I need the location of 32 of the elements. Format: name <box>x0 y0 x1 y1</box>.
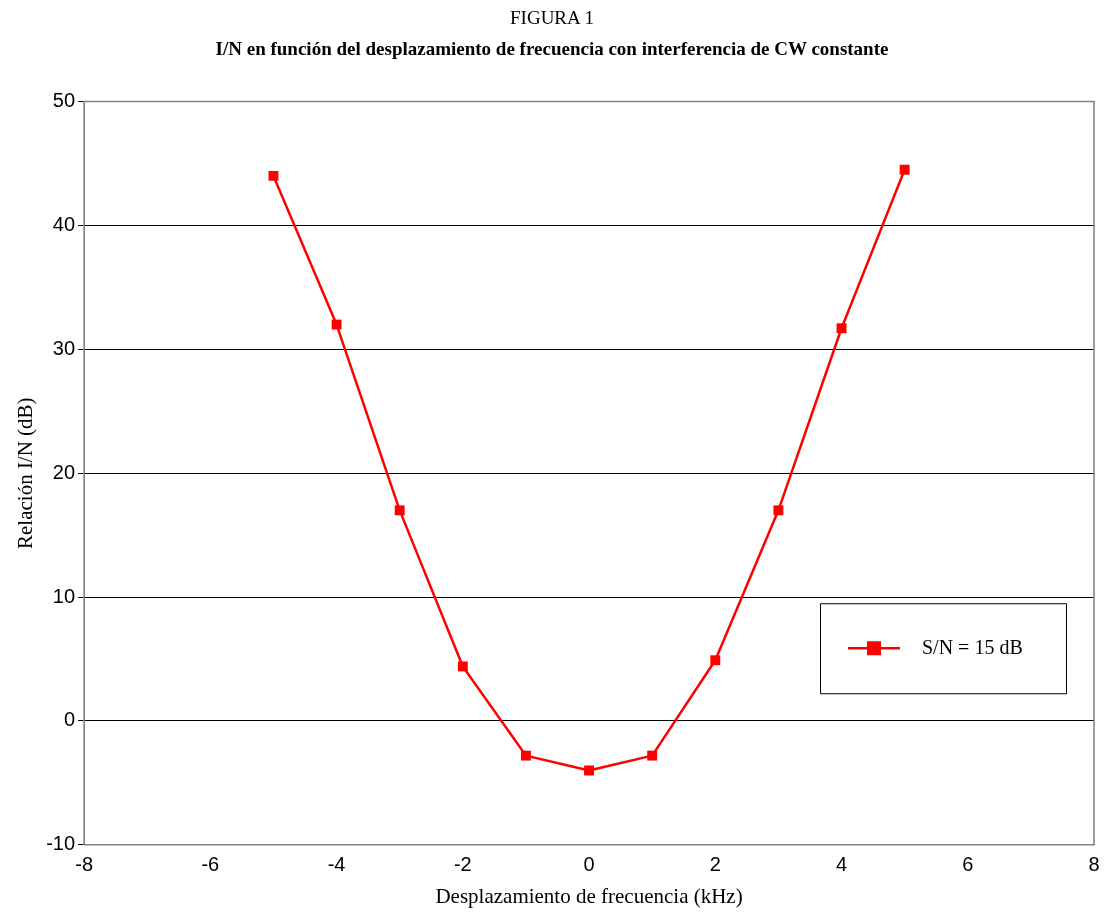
point <box>836 323 847 334</box>
point <box>584 765 594 776</box>
y-axis-title: Relación I/N (dB) <box>13 397 38 550</box>
y-tick-label: 20 <box>52 460 76 483</box>
y-tick-label: 50 <box>52 89 76 112</box>
chart-title: FIGURA 1 <box>510 7 594 29</box>
x-tick-label: 4 <box>835 853 848 876</box>
point <box>520 750 531 761</box>
legend-label: S/N = 15 dB <box>922 635 1023 658</box>
chart-subtitle: I/N en función del desplazamiento de frecuencia con interferencia de CW constante <box>215 38 889 60</box>
x-axis-title: Desplazamiento de frecuencia (kHz) <box>435 883 743 908</box>
x-tick-label: -6 <box>201 853 220 876</box>
y-tick-label: 10 <box>52 584 76 607</box>
y-tick-label: 30 <box>52 336 76 359</box>
x-tick-label: -8 <box>75 853 93 876</box>
x-tick-label: 0 <box>583 853 595 876</box>
y-tick-label: 0 <box>63 708 76 731</box>
point <box>710 655 721 666</box>
x-tick-label: 8 <box>1088 853 1100 876</box>
point <box>773 505 784 516</box>
x-tick-label: -2 <box>453 853 472 876</box>
point <box>647 750 658 761</box>
point <box>899 164 910 175</box>
x-tick-label: 2 <box>709 853 721 876</box>
point <box>394 505 405 516</box>
x-tick-label: -4 <box>327 853 346 876</box>
point <box>268 170 279 181</box>
y-tick-label: -10 <box>46 832 76 855</box>
y-tick-label: 40 <box>52 212 76 235</box>
point <box>331 319 342 330</box>
x-tick-label: 6 <box>962 853 974 876</box>
point <box>457 661 468 672</box>
